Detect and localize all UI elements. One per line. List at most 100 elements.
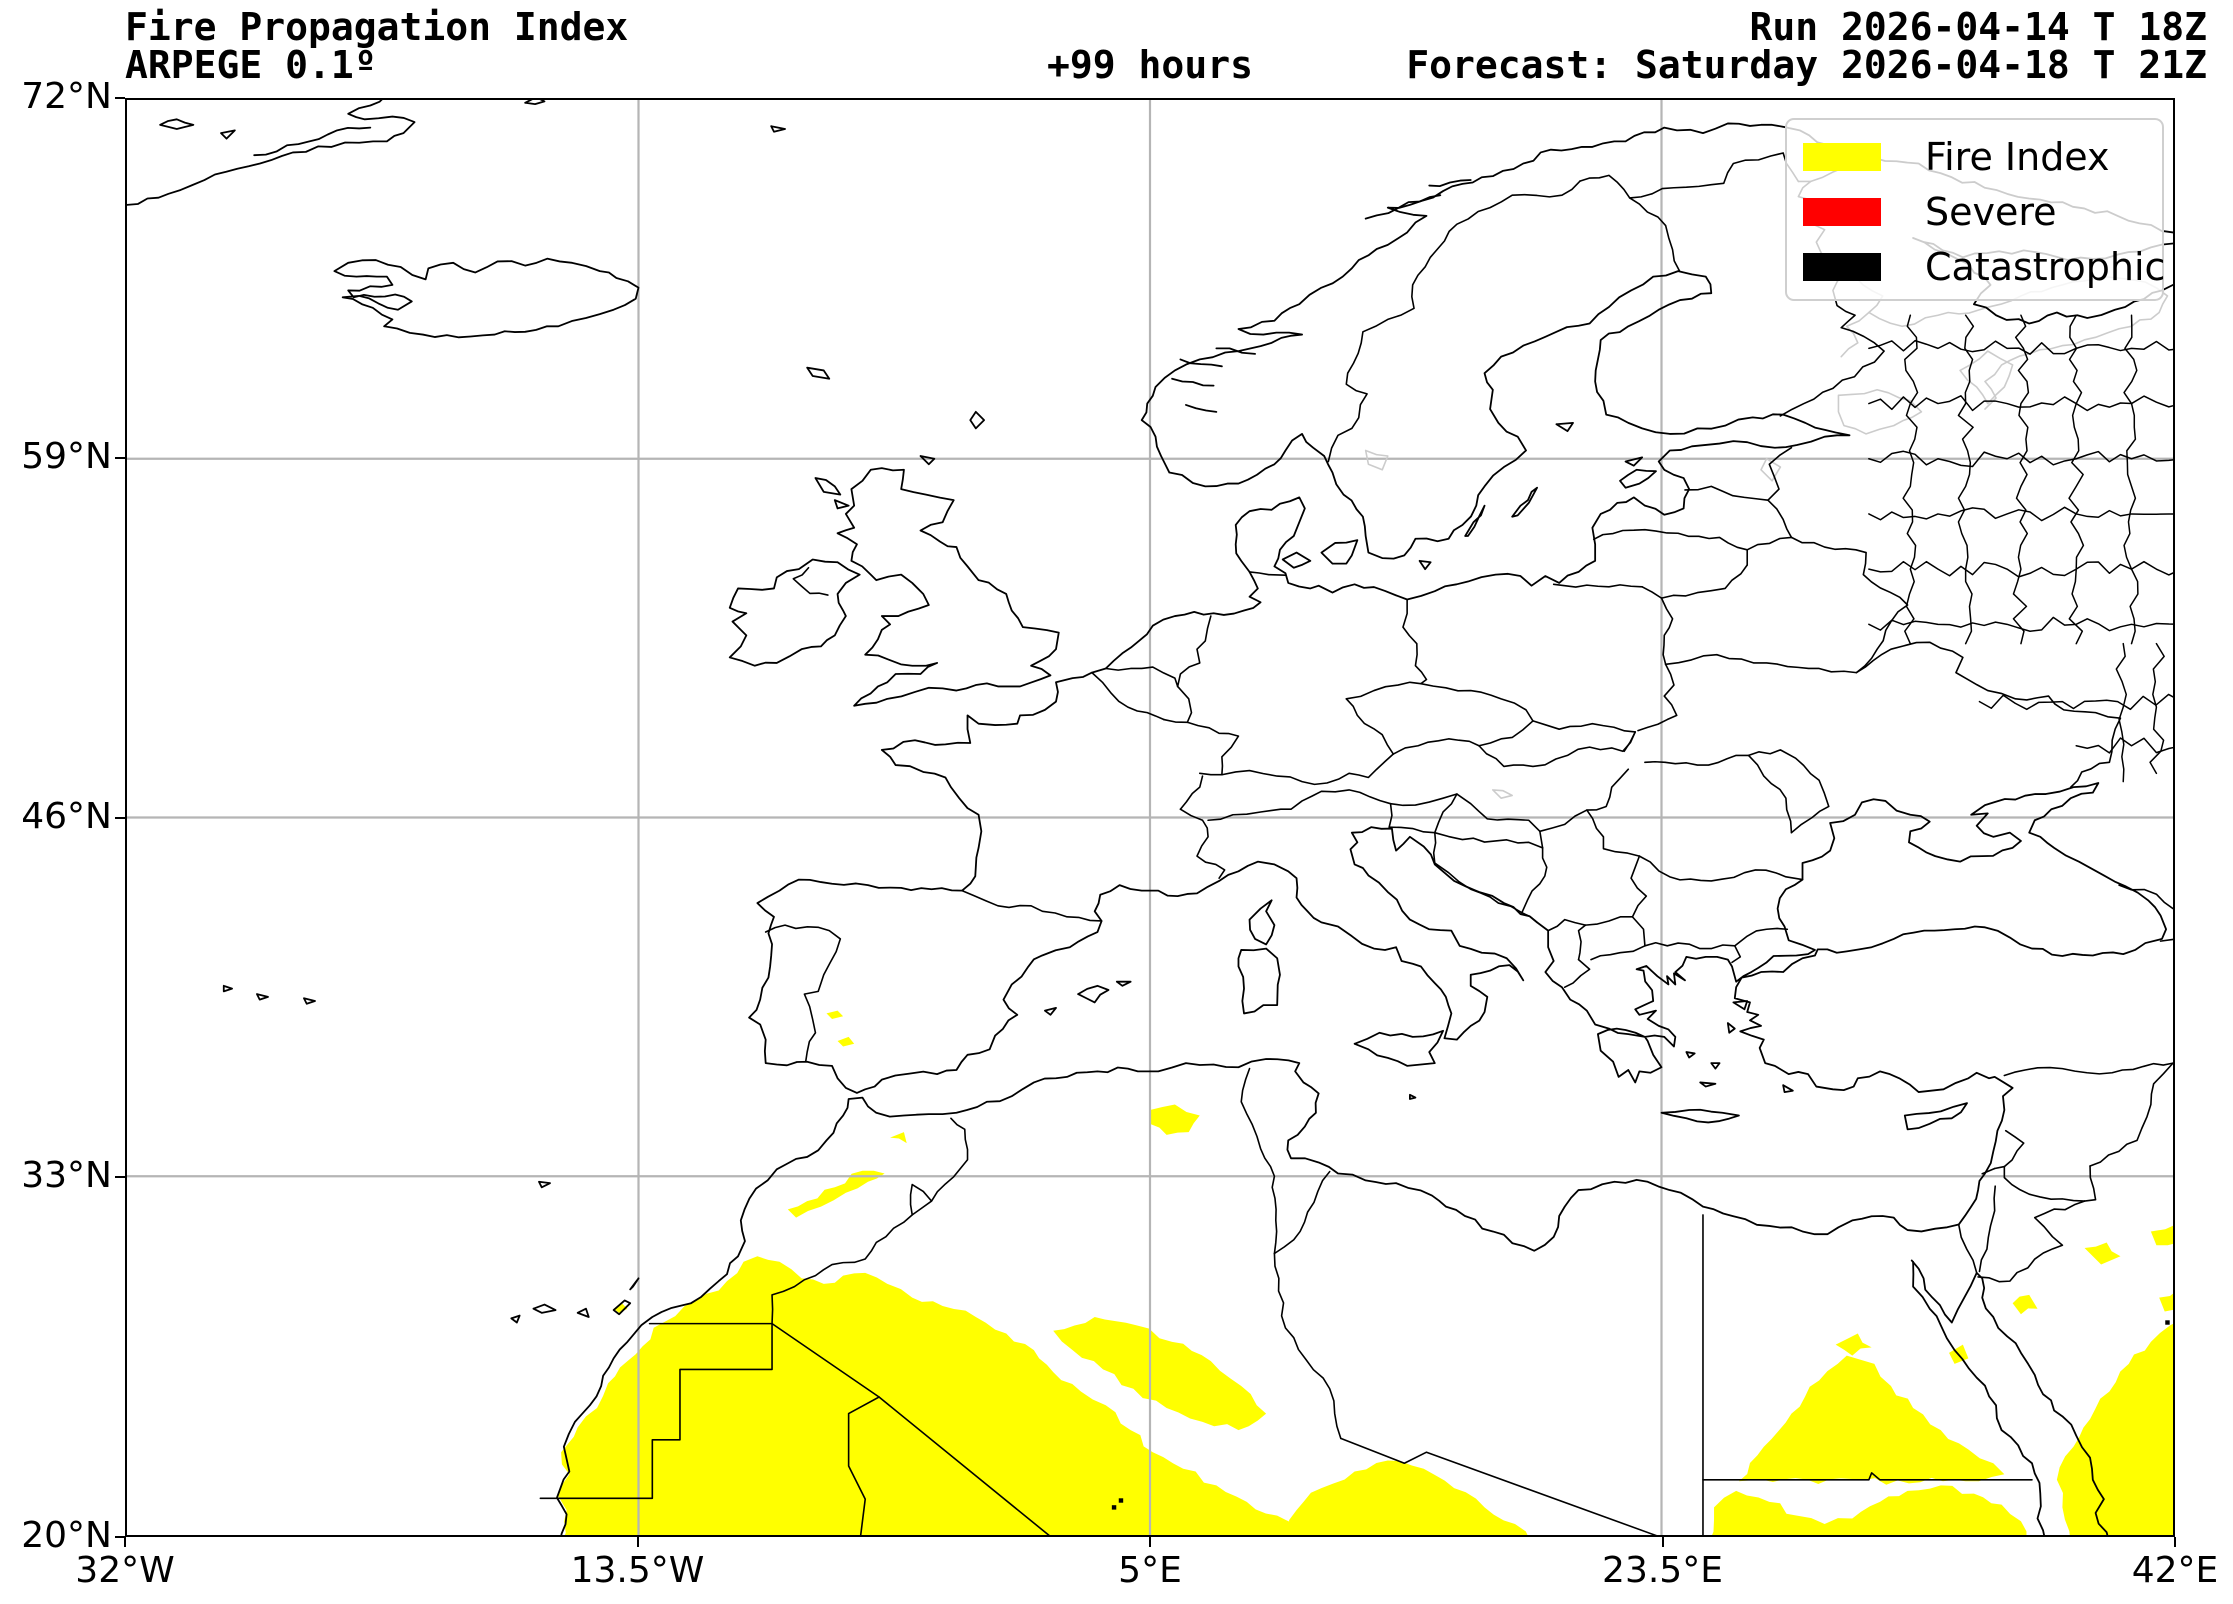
country-border (1580, 153, 1798, 198)
country-border (1565, 960, 1590, 988)
country-border (1200, 754, 1394, 784)
country-border (1978, 1201, 2084, 1282)
catastrophic-label: Catastrophic (1925, 245, 2166, 289)
fire-index-region (837, 1036, 855, 1047)
lake-outline (1761, 459, 1780, 481)
x-tick-mark (1149, 1537, 1151, 1547)
fire-index-region (1738, 1355, 2005, 1485)
page-title: Fire Propagation Index (125, 5, 629, 49)
country-border (1979, 1186, 1995, 1271)
coastline (539, 1182, 550, 1188)
country-border (1208, 790, 1457, 820)
lake-outline (1960, 351, 2013, 403)
x-tick-label: 42°E (2131, 1550, 2219, 1591)
region-border (1869, 451, 2173, 466)
y-tick-label: 33°N (21, 1155, 112, 1197)
coastline (127, 100, 415, 205)
coastline (1180, 359, 1221, 366)
country-border (1587, 769, 1628, 810)
fire-index-region (2056, 1323, 2173, 1535)
country-border (1587, 810, 1640, 856)
region-border (1903, 315, 1917, 643)
coastline (1410, 1095, 1416, 1099)
fire-index-region (1053, 1316, 1267, 1431)
country-border (1624, 732, 1635, 751)
country-border (2085, 1166, 2096, 1201)
country-border (1540, 831, 1543, 848)
country-border (1393, 739, 1479, 754)
country-border (1548, 920, 1585, 931)
coastline (1172, 379, 1213, 386)
coastline (1216, 348, 1255, 354)
country-border (1479, 721, 1533, 746)
coastline (1186, 405, 1216, 412)
x-tick-mark (124, 1537, 126, 1547)
fire-index-region (787, 1170, 885, 1218)
coastline (304, 998, 315, 1004)
lake-outline (1366, 450, 1388, 469)
country-border (1389, 794, 1457, 833)
country-border (962, 891, 1102, 921)
country-border (1768, 500, 1792, 537)
catastrophic-speck (1118, 1498, 1124, 1503)
region-border (1869, 562, 2173, 577)
country-border (1735, 928, 1788, 945)
region-border (1869, 507, 2173, 520)
country-border (1791, 537, 1907, 672)
lake-outline (1493, 790, 1512, 798)
country-border (1533, 721, 1635, 732)
severe-swatch (1803, 198, 1881, 226)
country-border (1732, 946, 1740, 963)
lake-outline (1841, 312, 1869, 356)
country-border (1585, 917, 1632, 925)
region-border (1979, 694, 2173, 709)
coastline (771, 126, 785, 132)
forecast-timestamp: Forecast: Saturday 2026-04-18 T 21Z (1406, 43, 2207, 87)
fire-index-swatch (1803, 143, 1881, 171)
coastline (334, 259, 638, 338)
coastline (221, 130, 235, 138)
country-border (1662, 565, 1748, 598)
fire-index-region (558, 1256, 1313, 1535)
country-border (1250, 572, 1286, 575)
coastline (525, 100, 544, 104)
coastline (1250, 900, 1275, 944)
coastline (1078, 986, 1108, 1003)
country-border (1662, 598, 1673, 664)
region-border (2124, 315, 2138, 643)
country-border (1164, 720, 1239, 775)
coastline (1355, 1031, 1443, 1066)
y-tick-label: 20°N (21, 1515, 112, 1556)
fire-index-label: Fire Index (1925, 135, 2110, 179)
fire-index-region (1150, 1104, 1200, 1135)
country-border (1180, 809, 1224, 878)
fire-index-region (890, 1132, 907, 1144)
country-border (1554, 584, 1642, 587)
region-border (2076, 738, 2173, 753)
country-border (1642, 587, 1661, 598)
coastline (815, 478, 840, 495)
y-tick-label: 59°N (21, 435, 112, 477)
country-border (1749, 750, 1829, 833)
coastline (557, 123, 2166, 1535)
coastline (1117, 982, 1131, 986)
coastline (257, 994, 268, 1000)
country-border (1856, 642, 2120, 787)
coastline (1662, 1110, 1739, 1123)
coastline (1620, 470, 1656, 488)
country-border (1768, 448, 1792, 500)
coastline (1420, 561, 1431, 569)
y-tick-mark (115, 816, 125, 819)
region-border (1869, 617, 2173, 631)
country-border (766, 925, 841, 1061)
x-tick-mark (1661, 1537, 1664, 1547)
country-border (1995, 1131, 2024, 1169)
lead-time-label: +99 hours (1047, 43, 1253, 87)
country-border (1540, 810, 1587, 831)
country-border (1666, 655, 1857, 673)
y-tick-label: 72°N (21, 76, 112, 117)
country-border (1274, 1172, 1329, 1254)
coastline (533, 1305, 555, 1313)
coastline (1465, 506, 1484, 536)
